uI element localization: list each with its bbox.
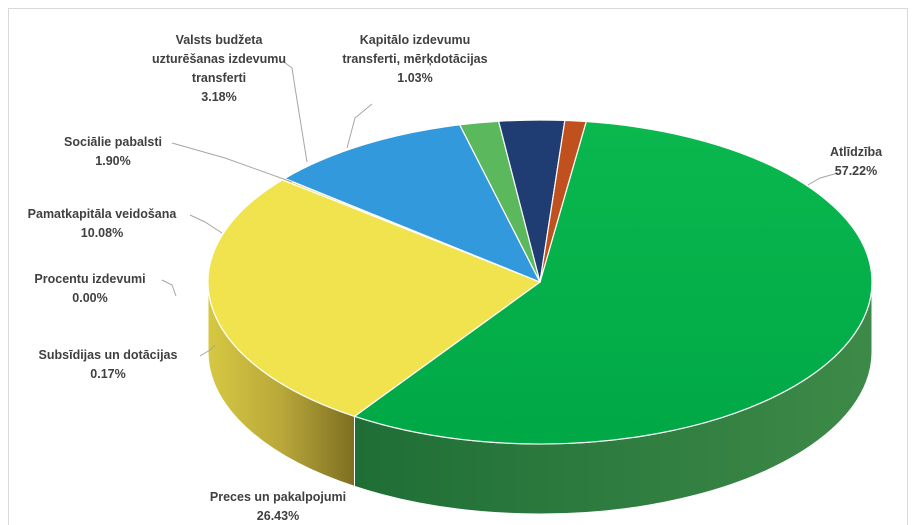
data-label-4: Pamatkapitāla veidošana 10.08%: [28, 207, 178, 240]
data-label-3: Procentu izdevumi 0.00%: [34, 272, 145, 305]
data-label-2: Subsīdijas un dotācijas 0.17%: [39, 348, 178, 381]
data-label-5-line-1: 1.90%: [95, 154, 130, 168]
leader-line-7: [346, 103, 373, 149]
data-label-5: Sociālie pabalsti 1.90%: [64, 135, 162, 168]
data-label-1: Preces un pakalpojumi 26.43%: [210, 490, 346, 523]
slice-0: [353, 120, 873, 445]
leader-line-4: [189, 214, 223, 234]
leader-line-6: [283, 61, 308, 163]
data-label-1-line-1: 26.43%: [257, 509, 299, 523]
data-label-1-line-0: Preces un pakalpojumi: [210, 490, 346, 504]
data-label-6: Valsts budžeta uzturēšanas izdevumu transf…: [152, 33, 286, 104]
pie-slices: [207, 119, 873, 445]
data-label-0-line-0: Atlīdzība: [830, 145, 883, 159]
data-label-2-line-1: 0.17%: [90, 367, 125, 381]
data-label-3-line-1: 0.00%: [72, 291, 107, 305]
data-label-6-line-1: uzturēšanas izdevumu: [152, 52, 286, 66]
data-label-4-line-0: Pamatkapitāla veidošana: [28, 207, 178, 221]
slice-4: [284, 124, 541, 283]
data-label-6-line-2: transferti: [192, 71, 246, 85]
leader-line-2: [199, 344, 216, 357]
data-label-7-line-2: 1.03%: [397, 71, 432, 85]
data-label-2-line-0: Subsīdijas un dotācijas: [39, 348, 178, 362]
slice-7: [539, 119, 587, 283]
data-labels: Atlīdzība 57.22% Preces un pakalpojumi 26.4…: [28, 33, 883, 523]
leader-line-3: [161, 279, 177, 297]
data-label-6-line-3: 3.18%: [201, 90, 236, 104]
leader-line-0: [807, 172, 839, 186]
data-label-5-line-0: Sociālie pabalsti: [64, 135, 162, 149]
data-label-7-line-0: Kapitālo izdevumu: [360, 33, 470, 47]
data-label-0: Atlīdzība 57.22%: [830, 145, 883, 178]
data-label-6-line-0: Valsts budžeta: [176, 33, 264, 47]
data-label-7: Kapitālo izdevumu transferti, mērķdotācij…: [342, 33, 487, 85]
leader-line-5: [171, 142, 293, 183]
slice-1: [207, 179, 541, 417]
data-label-4-line-1: 10.08%: [81, 226, 123, 240]
data-label-3-line-0: Procentu izdevumi: [34, 272, 145, 286]
data-label-0-line-1: 57.22%: [835, 164, 877, 178]
data-label-7-line-1: transferti, mērķdotācijas: [342, 52, 487, 66]
